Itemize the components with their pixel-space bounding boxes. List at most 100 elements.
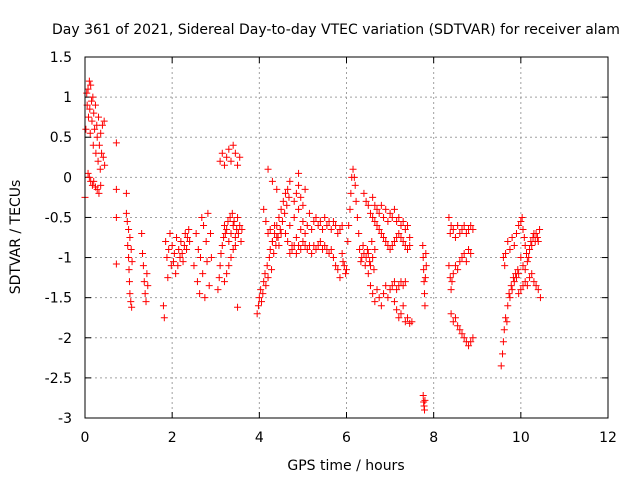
data-point [86,129,94,137]
data-point [283,201,291,209]
data-point [271,229,279,237]
data-point [517,286,525,294]
data-point [190,262,198,270]
data-point [286,250,294,258]
data-point [528,242,536,250]
data-point [181,229,189,237]
data-point [503,318,511,326]
data-point [312,246,320,254]
data-point [259,290,267,298]
data-point [203,258,211,266]
data-point [236,221,244,229]
data-point [201,294,209,302]
y-tick-label: -2 [58,331,72,347]
data-point [380,234,388,241]
data-point [395,213,403,221]
data-point [218,242,226,250]
data-point [285,193,293,201]
data-point [173,234,181,241]
data-point [362,254,370,262]
data-point [253,310,261,318]
data-point [288,246,296,254]
data-point [422,250,430,258]
data-point [458,254,466,262]
data-point [268,266,276,274]
data-point [90,109,98,117]
x-tick-label: 0 [81,430,90,446]
data-point [98,149,106,157]
y-tick-label: -1.5 [45,291,72,307]
data-point [125,225,133,233]
data-point [123,217,131,225]
data-point [299,238,307,246]
data-point [404,314,412,322]
data-point [295,181,303,189]
data-point [138,229,146,237]
data-point [388,282,396,290]
data-point [292,250,300,258]
data-point [364,250,372,258]
data-point [384,294,392,302]
data-point [401,225,409,233]
data-point [421,274,429,282]
data-point [404,221,412,229]
data-point [176,254,184,262]
data-point [286,221,294,229]
data-point [406,234,414,241]
data-point [339,258,347,266]
data-point [85,173,93,181]
data-point [229,141,237,149]
data-point [321,242,329,250]
data-point [366,258,374,266]
data-point [351,181,359,189]
data-point [88,117,96,125]
data-point [312,213,320,221]
data-point [517,217,525,225]
data-point [141,290,149,298]
data-point [305,209,313,217]
data-point [91,101,99,109]
data-point [275,213,283,221]
data-point [174,262,182,270]
data-point [366,262,374,270]
data-point [401,278,409,286]
data-point [112,260,120,268]
data-point [467,250,475,258]
data-point [408,318,416,326]
data-point [88,181,96,189]
data-point [446,274,454,282]
data-point [523,282,531,290]
data-point [399,282,407,290]
data-point [373,286,381,294]
data-point [237,238,245,246]
data-point [268,177,276,185]
x-tick-label: 8 [429,430,438,446]
data-point [258,298,266,306]
data-point [177,238,185,246]
data-point [528,270,536,278]
data-point [338,221,346,229]
data-point [308,250,316,258]
data-point [227,229,235,237]
data-point [329,217,337,225]
data-point [112,139,120,147]
data-point [172,270,180,278]
data-point [500,326,508,334]
data-point [534,238,542,246]
data-point [522,250,530,258]
x-tick-label: 6 [342,430,351,446]
data-point [261,270,269,278]
data-point [525,254,533,262]
data-point [369,290,377,298]
data-point [420,266,428,274]
data-point [292,189,300,197]
data-point [467,221,475,229]
data-point [260,205,268,213]
data-point [338,250,346,258]
data-point [169,258,177,266]
data-point [521,278,529,286]
data-point [401,318,409,326]
data-point [386,286,394,294]
data-point [125,266,133,274]
